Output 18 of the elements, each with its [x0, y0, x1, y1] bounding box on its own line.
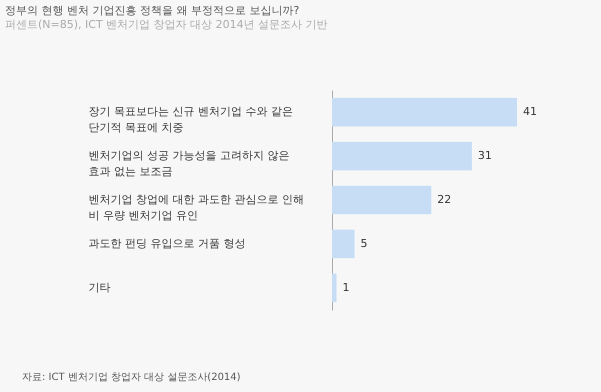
- text: 퍼센트(N=85), ICT 벤처기업 창업자 대상 2014년 설문조사 기반: [5, 18, 328, 31]
- data-label: 22: [437, 193, 452, 206]
- bar: [332, 186, 432, 214]
- data-label: 1: [342, 280, 350, 294]
- y-tick-label: 벤처기업의 성공 가능성을 고려하지 않은 효과 없는 보조금: [88, 149, 290, 178]
- y-tick-label: 과도한 펀딩 유입으로 거품 형성: [88, 236, 246, 250]
- bar: [332, 274, 337, 302]
- bar: [332, 142, 472, 170]
- text: 정부의 현행 벤처 기업진흥 정책을 왜 부정적으로 보십니까?: [5, 4, 300, 17]
- bar: [332, 230, 355, 258]
- y-tick-label: 벤처기업 창업에 대한 과도한 관심으로 인해 비 우량 벤처기업 유인: [88, 193, 304, 222]
- data-label: 5: [360, 236, 368, 250]
- text: 자료: ICT 벤처기업 창업자 대상 설문조사(2014): [22, 371, 241, 384]
- data-label: 31: [478, 149, 492, 162]
- y-tick-label: 기타: [88, 280, 110, 294]
- bar: [332, 98, 517, 126]
- y-tick-label: 장기 목표보다는 신규 벤처기업 수와 같은 단기적 목표에 치중: [88, 105, 293, 134]
- data-label: 41: [523, 105, 537, 118]
